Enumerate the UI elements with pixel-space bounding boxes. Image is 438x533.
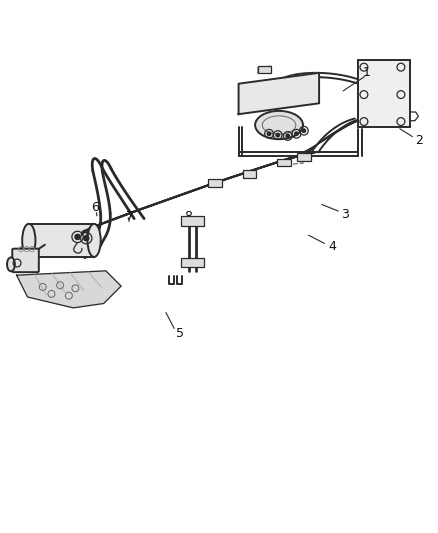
Circle shape bbox=[267, 132, 271, 135]
Circle shape bbox=[75, 235, 80, 239]
Bar bbox=[258, 66, 271, 73]
Bar bbox=[243, 170, 256, 177]
Circle shape bbox=[276, 133, 279, 137]
Ellipse shape bbox=[22, 224, 35, 257]
Circle shape bbox=[84, 236, 89, 241]
Text: 8: 8 bbox=[184, 210, 193, 223]
Bar bbox=[297, 153, 311, 161]
Bar bbox=[181, 216, 204, 226]
Ellipse shape bbox=[88, 224, 101, 257]
Bar bbox=[208, 180, 222, 187]
Text: 2: 2 bbox=[415, 134, 423, 147]
Ellipse shape bbox=[255, 111, 303, 139]
Bar bbox=[29, 224, 94, 257]
FancyBboxPatch shape bbox=[12, 249, 39, 272]
Text: 6: 6 bbox=[91, 201, 99, 214]
Text: 5: 5 bbox=[176, 327, 184, 341]
Text: 1: 1 bbox=[363, 66, 371, 79]
Bar bbox=[277, 158, 291, 166]
Polygon shape bbox=[239, 73, 319, 114]
Ellipse shape bbox=[7, 257, 15, 271]
Bar bbox=[181, 258, 204, 268]
Bar bbox=[358, 60, 410, 127]
Text: 7: 7 bbox=[126, 210, 134, 223]
Circle shape bbox=[286, 134, 290, 138]
Text: 3: 3 bbox=[341, 208, 349, 221]
Polygon shape bbox=[17, 271, 121, 308]
Circle shape bbox=[295, 132, 298, 135]
Text: 4: 4 bbox=[328, 240, 336, 253]
Circle shape bbox=[302, 129, 306, 133]
